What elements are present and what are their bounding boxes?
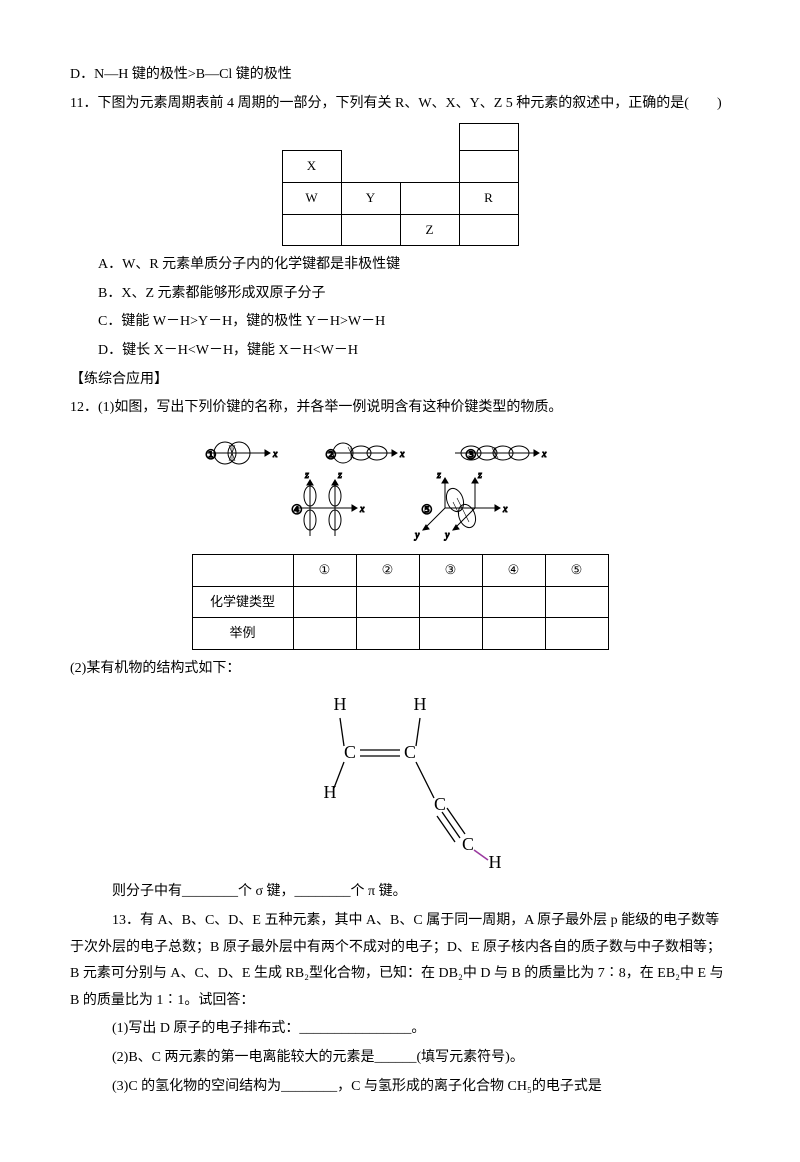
cell-x: X: [282, 151, 341, 183]
q12-part2: (2)某有机物的结构式如下：: [70, 656, 730, 683]
svg-text:C: C: [434, 794, 446, 814]
col-5: ⑤: [545, 554, 608, 586]
cell-z: Z: [400, 214, 459, 246]
svg-text:H: H: [414, 694, 427, 714]
q11-option-a: A．W、R 元素单质分子内的化学键都是非极性键: [70, 252, 730, 279]
col-1: ①: [293, 554, 356, 586]
row-example: 举例: [192, 618, 293, 650]
svg-text:⑤: ⑤: [421, 502, 433, 517]
periodic-table-fragment: X W Y R Z: [282, 123, 519, 246]
molecule-structure: H H C C H C C H: [290, 688, 510, 873]
cell-y: Y: [341, 182, 400, 214]
svg-text:x: x: [502, 504, 508, 515]
row-bondtype: 化学键类型: [192, 586, 293, 618]
q12-part1: 12．(1)如图，写出下列价键的名称，并各举一例说明含有这种价键类型的物质。: [70, 395, 730, 422]
q11-stem: 11．下图为元素周期表前 4 周期的一部分，下列有关 R、W、X、Y、Z 5 种…: [70, 91, 730, 118]
svg-text:z: z: [304, 470, 309, 481]
svg-text:H: H: [489, 852, 502, 872]
cell-w: W: [282, 182, 341, 214]
svg-text:x: x: [359, 504, 365, 515]
q13-p1: (1)写出 D 原子的电子排布式：________________。: [70, 1016, 730, 1043]
col-3: ③: [419, 554, 482, 586]
svg-text:C: C: [404, 742, 416, 762]
svg-text:x: x: [272, 449, 278, 460]
svg-text:④: ④: [291, 502, 303, 517]
q13-stem: 13．有 A、B、C、D、E 五种元素，其中 A、B、C 属于同一周期，A 原子…: [70, 908, 730, 1014]
q11-option-d: D．键长 X－H<W－H，键能 X－H<W－H: [70, 338, 730, 365]
svg-text:x: x: [399, 449, 405, 460]
q13-p3: (3)C 的氢化物的空间结构为________，C 与氢形成的离子化合物 CH₅…: [70, 1074, 730, 1101]
svg-text:C: C: [462, 834, 474, 854]
svg-text:y: y: [444, 530, 450, 541]
svg-text:z: z: [436, 470, 441, 481]
svg-text:z: z: [477, 470, 482, 481]
q11-option-c: C．键能 W－H>Y－H，键的极性 Y－H>W－H: [70, 309, 730, 336]
svg-text:H: H: [334, 694, 347, 714]
col-4: ④: [482, 554, 545, 586]
q11-option-b: B．X、Z 元素都能够形成双原子分子: [70, 281, 730, 308]
q12-blanks: 则分子中有________个 σ 键，________个 π 键。: [70, 879, 730, 906]
svg-text:C: C: [344, 742, 356, 762]
svg-text:②: ②: [325, 447, 337, 462]
svg-text:z: z: [337, 470, 342, 481]
orbital-diagram: ① x ② x ③ x: [185, 428, 615, 548]
q13-p2: (2)B、C 两元素的第一电离能较大的元素是______(填写元素符号)。: [70, 1045, 730, 1072]
col-2: ②: [356, 554, 419, 586]
cell-r: R: [459, 182, 518, 214]
q10-option-d: D．N—H 键的极性>B—Cl 键的极性: [70, 62, 730, 89]
section-heading: 【练综合应用】: [70, 367, 730, 394]
svg-text:x: x: [541, 449, 547, 460]
bond-types-table: ① ② ③ ④ ⑤ 化学键类型 举例: [192, 554, 609, 650]
svg-text:y: y: [414, 530, 420, 541]
